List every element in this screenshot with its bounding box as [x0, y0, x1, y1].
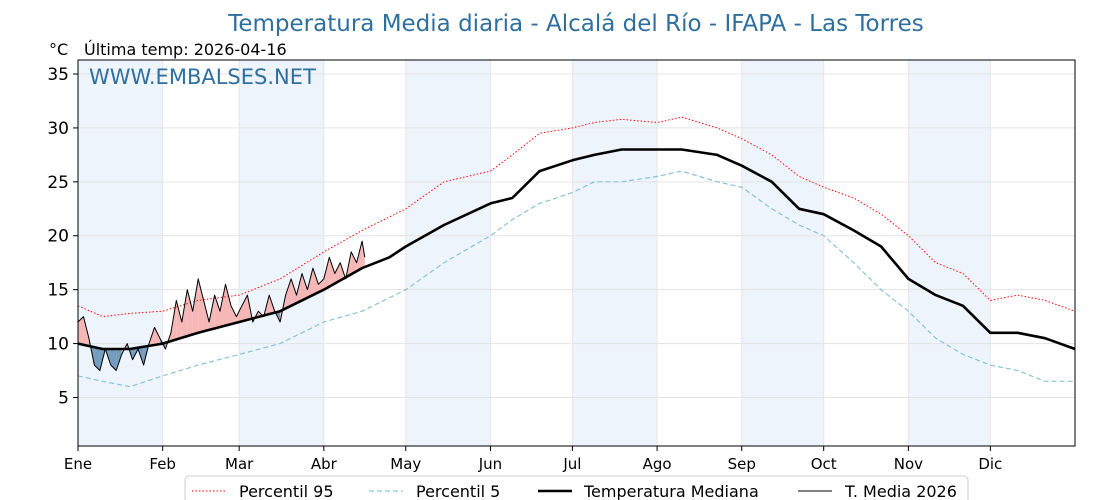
- x-tick-label-nov: Nov: [894, 455, 923, 473]
- legend-item-median: Temperatura Mediana: [538, 482, 759, 500]
- month-band-may: [405, 60, 491, 446]
- fill-above-median: [214, 295, 220, 329]
- fill-above-median: [192, 278, 199, 335]
- fill-above-median: [334, 262, 341, 284]
- fill-above-median: [154, 327, 160, 345]
- series-lines: [77, 116, 1076, 388]
- month-bands: [78, 60, 991, 446]
- fill-above-median: [302, 273, 308, 301]
- x-tick-label-dic: Dic: [978, 455, 1002, 473]
- fill-above-median: [78, 316, 84, 345]
- month-band-mar: [239, 60, 324, 446]
- month-band-ene: [78, 60, 163, 446]
- x-tick-label-ago: Ago: [643, 455, 672, 473]
- fill-above-median: [291, 278, 297, 306]
- month-band-sep: [741, 60, 824, 446]
- legend-item-current: T. Media 2026: [798, 482, 957, 500]
- legend-label-p5: Percentil 5: [416, 482, 500, 500]
- month-band-nov: [908, 60, 991, 446]
- fill-above-median: [231, 305, 237, 325]
- legend-label-p95: Percentil 95: [239, 482, 334, 500]
- x-tick-label-sep: Sep: [728, 455, 756, 473]
- legend-item-p5: Percentil 5: [369, 482, 500, 500]
- x-tick-label-jun: Jun: [478, 455, 502, 473]
- fill-below-median: [110, 349, 117, 371]
- y-axis: 5 10 15 20 25 30 35: [47, 65, 78, 408]
- x-tick-label-abr: Abr: [311, 455, 338, 473]
- series-line-current: [77, 240, 366, 371]
- series-line-median: [77, 148, 1076, 351]
- x-tick-label-ene: Ene: [64, 455, 92, 473]
- legend-item-p95: Percentil 95: [192, 482, 334, 500]
- watermark: WWW.EMBALSES.NET: [89, 65, 316, 89]
- month-band-jul: [572, 60, 658, 446]
- series-line-p5: [77, 170, 1075, 388]
- chart-title: Temperatura Media diaria - Alcalá del Rí…: [227, 11, 924, 37]
- fill-above-median: [220, 284, 226, 327]
- x-tick-label-may: May: [390, 455, 421, 473]
- x-tick-label-jul: Jul: [562, 455, 581, 473]
- fill-above-median: [198, 278, 204, 333]
- y-tick-label: 35: [47, 65, 69, 85]
- unit-label: °C: [49, 40, 68, 59]
- fill-above-median: [236, 305, 242, 323]
- fill-above-median: [176, 300, 182, 340]
- fill-above-median: [323, 257, 330, 290]
- x-tick-label-oct: Oct: [811, 455, 837, 473]
- legend-label-median: Temperatura Mediana: [583, 482, 759, 500]
- fill-above-median: [356, 241, 363, 272]
- plot-area: 5 10 15 20 25 30 35 Ene Feb Mar Abr May Jun Jul Ago Se…: [47, 59, 1076, 473]
- x-tick-label-mar: Mar: [225, 455, 254, 473]
- fill-above-median: [312, 268, 319, 296]
- legend: Percentil 95 Percentil 5 Temperatura Med…: [184, 475, 969, 500]
- last-temp-label: Última temp: 2026-04-16: [84, 40, 287, 59]
- y-tick-label: 5: [58, 388, 69, 408]
- fill-above-median: [225, 284, 231, 326]
- plot-frame: [77, 59, 1076, 447]
- fill-above-median: [203, 300, 210, 332]
- legend-label-current: T. Media 2026: [844, 482, 957, 500]
- series-line-p95: [77, 116, 1076, 318]
- fill-above-median: [351, 251, 357, 275]
- y-tick-label: 15: [47, 281, 69, 301]
- fill-above-median: [285, 278, 292, 309]
- grid-lines: [77, 60, 1075, 446]
- fill-above-median: [187, 289, 193, 337]
- x-axis: Ene Feb Mar Abr May Jun Jul Ago Sep Oct Nov Dic: [64, 446, 1002, 473]
- x-tick-label-feb: Feb: [149, 455, 176, 473]
- y-tick-label: 10: [47, 335, 69, 355]
- y-tick-label: 25: [47, 173, 69, 193]
- legend-box: [184, 475, 969, 500]
- fill-above-median: [181, 289, 188, 338]
- fill-above-median: [241, 295, 248, 322]
- fill-below-median: [94, 347, 100, 371]
- fill-above-median: [329, 257, 335, 287]
- y-tick-label: 30: [47, 119, 69, 139]
- y-tick-label: 20: [47, 227, 69, 247]
